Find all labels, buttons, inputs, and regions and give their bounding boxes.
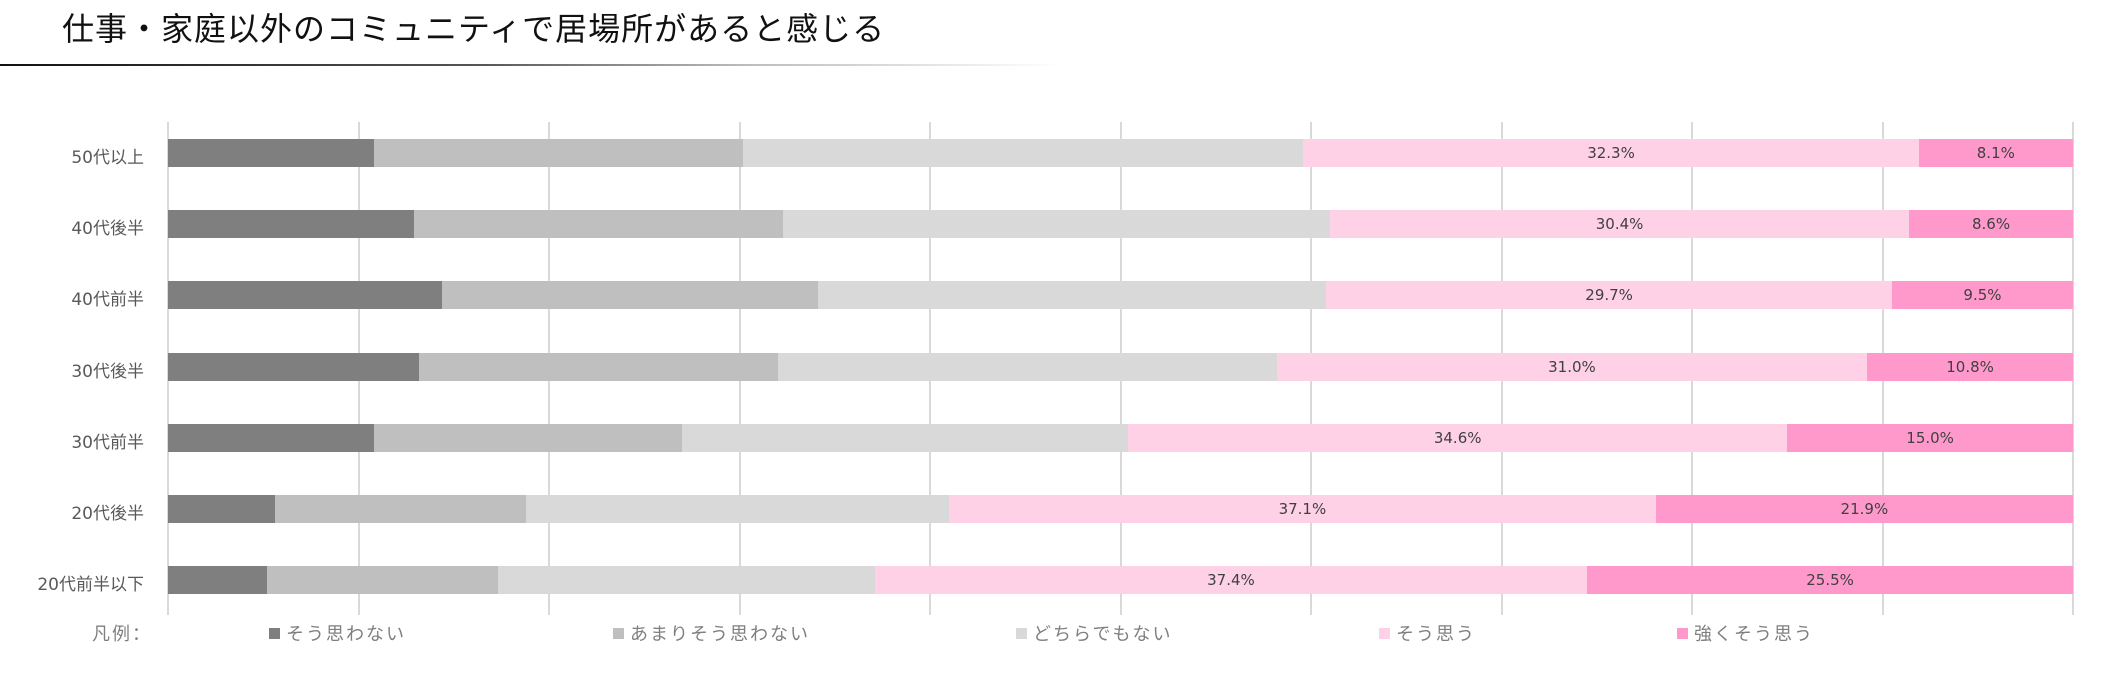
bar-segment[interactable]: [168, 139, 374, 167]
bar-segment[interactable]: [373, 423, 683, 452]
bar-segment[interactable]: [168, 566, 268, 595]
bar-segment[interactable]: [168, 495, 275, 523]
bar-segment[interactable]: [168, 281, 443, 310]
bar-segment[interactable]: 8.6%: [1909, 210, 2073, 239]
category-label: 40代後半: [71, 219, 144, 240]
title-underline: [0, 64, 1060, 66]
bar-segment[interactable]: [497, 566, 875, 595]
category-label: 40代前半: [71, 290, 144, 311]
category-label: 20代前半以下: [37, 575, 144, 596]
stacked-bar: 37.4% 25.5%: [168, 566, 2073, 595]
bar-segment[interactable]: [168, 210, 414, 239]
bar-segment[interactable]: 31.0%: [1276, 352, 1868, 381]
category-label: 50代以上: [71, 148, 144, 168]
legend-title: 凡例：: [92, 624, 152, 645]
stacked-bar: 32.3% 8.1%: [168, 139, 2073, 167]
stacked-bar: 30.4% 8.6%: [168, 210, 2073, 239]
legend: 凡例： そう思わない あまりそう思わない どちらでもない そう思う 強くそう思う: [0, 620, 2112, 646]
bar-segment[interactable]: 30.4%: [1330, 210, 1910, 239]
bar-segment[interactable]: 9.5%: [1892, 281, 2073, 310]
bar-segment[interactable]: 29.7%: [1326, 281, 1892, 310]
bar-segment[interactable]: [682, 423, 1129, 452]
bar-segment[interactable]: [413, 210, 784, 239]
stacked-bar: 29.7% 9.5%: [168, 281, 2073, 310]
bar-segment[interactable]: 37.1%: [949, 495, 1656, 523]
bar-segment[interactable]: [168, 352, 420, 381]
chart-title: 仕事・家庭以外のコミュニティで居場所があると感じる: [62, 10, 886, 48]
bar-segment[interactable]: [777, 352, 1277, 381]
stacked-bar: 37.1% 21.9%: [168, 495, 2073, 523]
bar-segment[interactable]: [743, 139, 1304, 167]
gridline: [2072, 122, 2074, 615]
legend-label: そう思わない: [286, 624, 406, 645]
bar-segment[interactable]: [419, 352, 778, 381]
bar-segment[interactable]: [267, 566, 498, 595]
legend-item[interactable]: どちらでもない: [1016, 620, 1172, 646]
category-label: 30代前半: [71, 432, 144, 453]
bar-segment[interactable]: 15.0%: [1787, 423, 2073, 452]
bar-segment[interactable]: 21.9%: [1655, 495, 2073, 523]
bar-segment[interactable]: 32.3%: [1303, 139, 1919, 167]
legend-label: どちらでもない: [1033, 624, 1173, 645]
bar-segment[interactable]: 34.6%: [1128, 423, 1788, 452]
bar-segment[interactable]: [817, 281, 1327, 310]
category-label: 30代後半: [71, 361, 144, 382]
legend-swatch-icon: [1379, 627, 1390, 639]
category-label: 20代後半: [71, 504, 144, 524]
bar-segment[interactable]: 25.5%: [1587, 566, 2073, 595]
bar-segment[interactable]: 10.8%: [1867, 352, 2073, 381]
bar-segment[interactable]: [373, 139, 744, 167]
plot-area: 50代以上 32.3% 8.1% 40代後半 30.4% 8.6% 40代前半 29.7% 9.…: [37, 122, 2074, 615]
legend-item[interactable]: あまりそう思わない: [613, 620, 810, 646]
legend-item[interactable]: そう思わない: [269, 620, 406, 646]
bar-segment[interactable]: [783, 210, 1331, 239]
legend-label: 強くそう思う: [1694, 624, 1814, 645]
stacked-bar: 31.0% 10.8%: [168, 352, 2073, 381]
legend-swatch-icon: [613, 627, 624, 639]
bar-segment[interactable]: 37.4%: [874, 566, 1588, 595]
legend-swatch-icon: [1677, 627, 1688, 639]
legend-swatch-icon: [269, 627, 280, 639]
bar-segment[interactable]: [526, 495, 950, 523]
legend-item[interactable]: 強くそう思う: [1677, 620, 1814, 646]
legend-label: そう思う: [1396, 624, 1476, 645]
legend-item[interactable]: そう思う: [1379, 620, 1476, 646]
legend-swatch-icon: [1016, 627, 1027, 639]
stacked-bar: 34.6% 15.0%: [168, 423, 2073, 452]
bar-segment[interactable]: 8.1%: [1918, 139, 2073, 167]
bar-segment[interactable]: [274, 495, 527, 523]
bar-segment[interactable]: [442, 281, 818, 310]
bar-segment[interactable]: [168, 423, 374, 452]
legend-label: あまりそう思わない: [630, 624, 810, 645]
